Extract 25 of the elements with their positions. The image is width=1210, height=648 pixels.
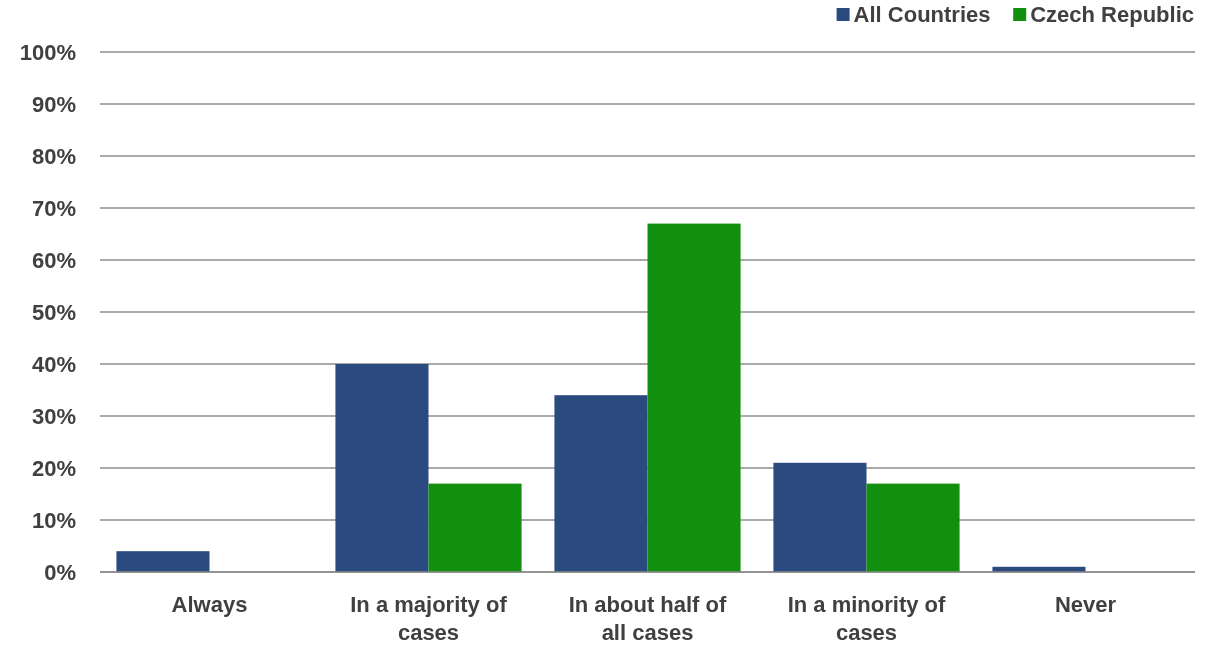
bar xyxy=(116,551,210,572)
bar xyxy=(428,483,522,572)
bar xyxy=(335,364,429,572)
y-tick-label: 40% xyxy=(31,351,76,377)
y-tick-label: 10% xyxy=(31,507,76,533)
x-tick-label: Always xyxy=(171,592,248,617)
bar xyxy=(773,462,867,572)
y-tick-label: 60% xyxy=(31,247,76,273)
y-tick-label: 20% xyxy=(31,455,76,481)
legend-label: Czech Republic xyxy=(1030,2,1195,27)
legend-label: All Countries xyxy=(853,2,991,27)
y-tick-label: 30% xyxy=(31,403,76,429)
bar xyxy=(647,223,741,572)
y-tick-label: 70% xyxy=(31,195,76,221)
y-tick-label: 90% xyxy=(31,91,76,117)
y-tick-label: 100% xyxy=(19,39,76,65)
y-tick-label: 80% xyxy=(31,143,76,169)
x-tick-label: In about half of all cases xyxy=(568,592,727,645)
x-tick-label: Never xyxy=(1054,592,1117,617)
x-tick-label: In a majority of cases xyxy=(350,592,508,645)
y-tick-label: 50% xyxy=(31,299,76,325)
x-tick-label: In a minority of cases xyxy=(787,592,946,645)
bar xyxy=(866,483,960,572)
bar xyxy=(554,395,648,572)
y-tick-label: 0% xyxy=(44,559,76,585)
